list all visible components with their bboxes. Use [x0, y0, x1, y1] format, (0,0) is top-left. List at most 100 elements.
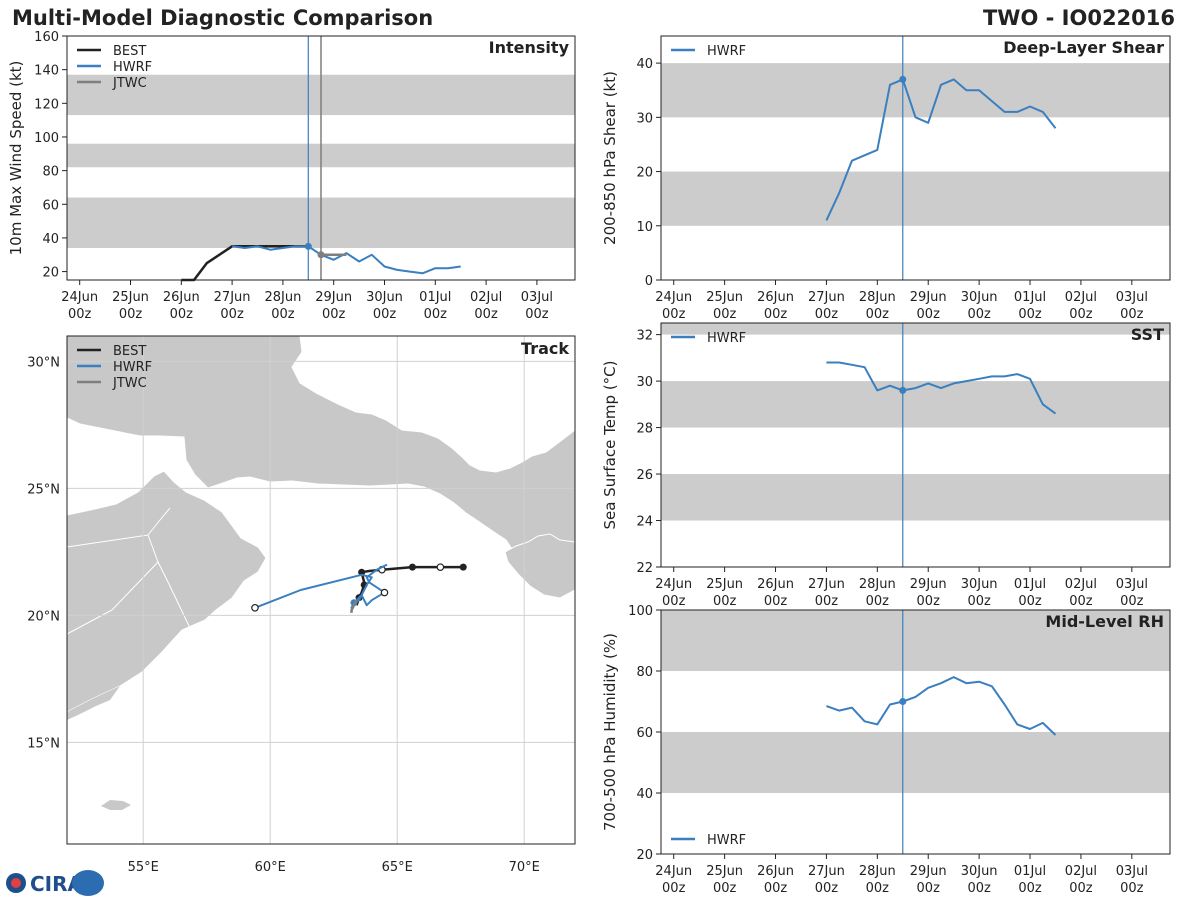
track-best-point	[358, 568, 366, 576]
rh-xtick-label-hour: 00z	[967, 881, 991, 896]
intensity-xtick-label-day: 03Jul	[521, 290, 553, 305]
lon-tick-label: 70°E	[509, 860, 540, 875]
sst-xtick-label-day: 28Jun	[859, 577, 896, 592]
sst-xtick-label-hour: 00z	[1069, 594, 1093, 609]
rh-xtick-label-day: 27Jun	[808, 864, 845, 879]
shear-xtick-label-day: 29Jun	[910, 290, 947, 305]
shear-xtick-label-hour: 00z	[1018, 307, 1042, 322]
lat-tick-label: 30°N	[27, 355, 60, 370]
track-legend-jtwc: JTWC	[112, 376, 147, 391]
rh-xtick-label-hour: 00z	[866, 881, 890, 896]
intensity-xtick-label-day: 24Jun	[61, 290, 98, 305]
lat-lon-grid	[67, 336, 575, 844]
cira-logo: CIRA	[6, 870, 104, 896]
sst-xtick-label-day: 27Jun	[808, 577, 845, 592]
sst-band-0	[661, 474, 1170, 521]
shear-ytick-label: 0	[645, 274, 653, 289]
shear-xtick-label-hour: 00z	[764, 307, 788, 322]
intensity-xtick-label-day: 27Jun	[214, 290, 251, 305]
intensity-xtick-label-hour: 00z	[68, 307, 92, 322]
intensity-xtick-label-day: 30Jun	[366, 290, 403, 305]
intensity-xtick-label-hour: 00z	[373, 307, 397, 322]
lat-tick-label: 15°N	[27, 736, 60, 751]
logo-emblem-icon	[72, 870, 104, 896]
shear-xtick-label-hour: 00z	[1120, 307, 1144, 322]
sst-panel-title: SST	[1131, 325, 1164, 344]
sst-xtick-label-day: 26Jun	[757, 577, 794, 592]
intensity-frame	[66, 35, 576, 281]
land-gujarat	[504, 533, 575, 599]
sst-xtick-label-hour: 00z	[815, 594, 839, 609]
sst-ytick-label: 32	[636, 329, 653, 344]
shear-ytick-label: 10	[636, 220, 653, 235]
rh-ylabel: 700-500 hPa Humidity (%)	[601, 633, 619, 831]
intensity-xtick-label-hour: 00z	[119, 307, 143, 322]
lon-tick-label: 55°E	[128, 860, 159, 875]
storm-id: TWO - IO022016	[983, 6, 1175, 30]
rh-band-0	[661, 732, 1170, 793]
sst-hwrf-marker	[899, 386, 907, 394]
rh-series-hwrf	[826, 676, 1057, 736]
track-axes: 55°E 60°E 65°E 70°E 15°N 20°N 25°N 30°N Track BES…	[27, 339, 569, 875]
shear-xtick-label-day: 30Jun	[961, 290, 998, 305]
shear-xtick-label-hour: 00z	[866, 307, 890, 322]
shear-xtick-label-hour: 00z	[967, 307, 991, 322]
rh-xtick-label-day: 24Jun	[655, 864, 692, 879]
sst-ytick-label: 24	[636, 515, 653, 530]
sst-ytick-label: 22	[636, 561, 653, 576]
rh-ytick-label: 80	[636, 665, 653, 680]
lon-tick-label: 60°E	[255, 860, 286, 875]
sst-xtick-label-hour: 00z	[764, 594, 788, 609]
intensity-ytick-label: 100	[34, 131, 59, 146]
intensity-xtick-label-day: 29Jun	[315, 290, 352, 305]
intensity-xtick-label-day: 26Jun	[163, 290, 200, 305]
shear-xtick-label-day: 24Jun	[655, 290, 692, 305]
shear-xtick-label-hour: 00z	[1069, 307, 1093, 322]
intensity-xtick-label-hour: 00z	[271, 307, 295, 322]
lat-tick-label: 20°N	[27, 609, 60, 624]
shear-xtick-label-day: 27Jun	[808, 290, 845, 305]
lat-tick-label: 25°N	[27, 482, 60, 497]
track-best-open-point	[436, 563, 445, 571]
rh-xtick-label-hour: 00z	[1069, 881, 1093, 896]
shear-band-1	[661, 63, 1170, 118]
intensity-xtick-label-day: 01Jul	[419, 290, 451, 305]
land-masses	[67, 336, 575, 810]
shear-xtick-label-hour: 00z	[713, 307, 737, 322]
shear-ytick-label: 40	[636, 57, 653, 72]
track-best-point	[408, 563, 416, 571]
sst-xtick-label-hour: 00z	[713, 594, 737, 609]
rh-ytick-label: 60	[636, 726, 653, 741]
rh-ytick-label: 100	[628, 604, 653, 619]
intensity-xtick-label-hour: 00z	[220, 307, 244, 322]
intensity-xtick-label-hour: 00z	[424, 307, 448, 322]
shear-ytick-label: 30	[636, 111, 653, 126]
sst-band-2	[661, 323, 1170, 335]
sst-xtick-label-hour: 00z	[1120, 594, 1144, 609]
rh-xtick-label-day: 28Jun	[859, 864, 896, 879]
sst-xtick-label-day: 01Jul	[1014, 577, 1046, 592]
land-yemen-coast	[67, 686, 120, 720]
rh-xtick-label-hour: 00z	[1018, 881, 1042, 896]
storm-tracks	[251, 563, 467, 613]
intensity-xtick-label-hour: 00z	[525, 307, 549, 322]
rh-panel-title: Mid-Level RH	[1045, 612, 1164, 631]
sst-xtick-label-day: 03Jul	[1116, 577, 1148, 592]
intensity-jtwc-marker	[317, 251, 325, 259]
lon-tick-label: 65°E	[382, 860, 413, 875]
land-oman	[67, 470, 267, 713]
shear-ytick-label: 20	[636, 166, 653, 181]
sst-xtick-label-hour: 00z	[662, 594, 686, 609]
intensity-hwrf-marker	[304, 242, 312, 250]
shear-hwrf-marker	[899, 75, 907, 83]
sst-ytick-label: 26	[636, 468, 653, 483]
intensity-legend-jtwc: JTWC	[112, 76, 147, 91]
shear-panel: 0 10 20 30 40 24Jun 00z 25Jun 00z 26Jun 00z 27Jun 00…	[601, 35, 1171, 322]
shear-xtick-label-day: 03Jul	[1116, 290, 1148, 305]
sst-xtick-label-day: 29Jun	[910, 577, 947, 592]
intensity-legend-hwrf: HWRF	[113, 60, 152, 75]
intensity-series-best	[181, 245, 309, 282]
land-socotra	[101, 800, 131, 810]
sst-series-hwrf	[826, 361, 1057, 415]
